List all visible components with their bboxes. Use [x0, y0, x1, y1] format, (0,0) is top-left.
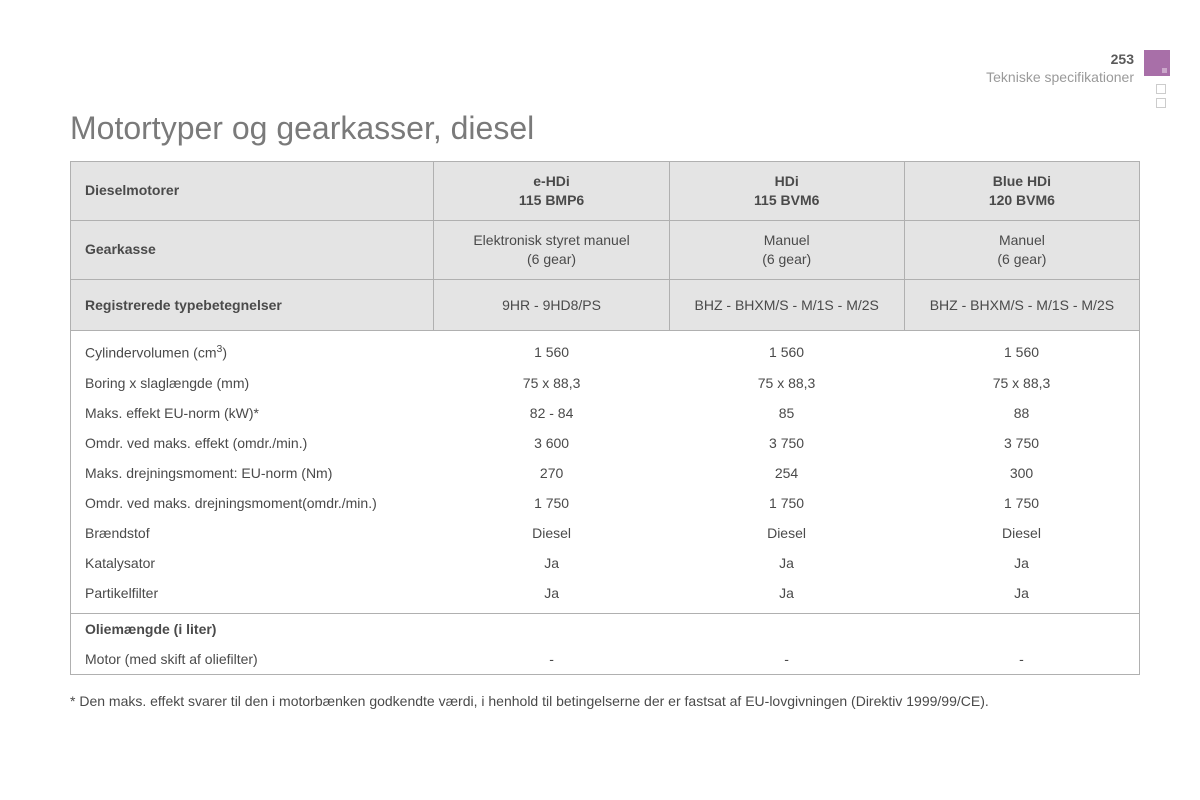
spec-row-value: 82 - 84	[434, 398, 669, 428]
spec-row: BrændstofDieselDieselDiesel	[71, 518, 1139, 548]
spec-row-value: 1 560	[904, 331, 1139, 368]
spec-row: Boring x slaglængde (mm)75 x 88,375 x 88…	[71, 368, 1139, 398]
header-cell: Manuel (6 gear)	[669, 220, 904, 279]
spec-table: Dieselmotorer e-HDi 115 BMP6 HDi 115 BVM…	[70, 161, 1140, 675]
spec-row-value: 1 560	[669, 331, 904, 368]
page-header-text: 253 Tekniske specifikationer	[986, 50, 1134, 86]
spec-row-label: Katalysator	[71, 548, 434, 578]
spec-row: Maks. drejningsmoment: EU-norm (Nm)27025…	[71, 458, 1139, 488]
spec-row-value: Ja	[434, 578, 669, 613]
header-cell: BHZ - BHXM/S - M/1S - M/2S	[669, 279, 904, 331]
nav-square-icon	[1156, 84, 1166, 94]
empty-cell	[434, 614, 669, 644]
spec-row-value: 75 x 88,3	[434, 368, 669, 398]
spec-row-label: Maks. effekt EU-norm (kW)*	[71, 398, 434, 428]
spec-row-label: Maks. drejningsmoment: EU-norm (Nm)	[71, 458, 434, 488]
spec-row-label: Omdr. ved maks. effekt (omdr./min.)	[71, 428, 434, 458]
empty-cell	[669, 614, 904, 644]
header-cell: BHZ - BHXM/S - M/1S - M/2S	[904, 279, 1139, 331]
spec-row-label: Brændstof	[71, 518, 434, 548]
header-cell: Elektronisk styret manuel (6 gear)	[434, 220, 669, 279]
spec-row-value: 1 750	[669, 488, 904, 518]
header-label: Dieselmotorer	[71, 162, 434, 221]
nav-squares	[1156, 84, 1166, 108]
header-row-gearbox: Gearkasse Elektronisk styret manuel (6 g…	[71, 220, 1140, 279]
spec-inner-table: Cylindervolumen (cm3)1 5601 5601 560Bori…	[71, 331, 1139, 613]
oil-row-value: -	[669, 644, 904, 674]
spec-row-value: 300	[904, 458, 1139, 488]
spec-row-value: Ja	[904, 548, 1139, 578]
empty-cell	[904, 614, 1139, 644]
spec-row: Maks. effekt EU-norm (kW)*82 - 848588	[71, 398, 1139, 428]
oil-inner-table: Oliemængde (i liter) Motor (med skift af…	[71, 614, 1139, 674]
spec-row-label: Cylindervolumen (cm3)	[71, 331, 434, 368]
content-area: Motortyper og gearkasser, diesel Dieselm…	[0, 0, 1200, 709]
spec-row-value: 1 750	[904, 488, 1139, 518]
spec-row-label: Boring x slaglængde (mm)	[71, 368, 434, 398]
spec-row-value: 75 x 88,3	[669, 368, 904, 398]
spec-row: KatalysatorJaJaJa	[71, 548, 1139, 578]
header-row-type: Registrerede typebetegnelser 9HR - 9HD8/…	[71, 279, 1140, 331]
oil-row-value: -	[904, 644, 1139, 674]
spec-row-value: 3 600	[434, 428, 669, 458]
page-corner: 253 Tekniske specifikationer	[986, 50, 1170, 86]
spec-row-value: 270	[434, 458, 669, 488]
section-marker-icon	[1144, 50, 1170, 76]
spec-row: Omdr. ved maks. drejningsmoment(omdr./mi…	[71, 488, 1139, 518]
spec-row-value: 88	[904, 398, 1139, 428]
spec-row-value: 85	[669, 398, 904, 428]
spec-row-value: Ja	[669, 548, 904, 578]
spec-row-value: 1 750	[434, 488, 669, 518]
spec-row-value: Diesel	[669, 518, 904, 548]
header-label: Registrerede typebetegnelser	[71, 279, 434, 331]
header-row-engines: Dieselmotorer e-HDi 115 BMP6 HDi 115 BVM…	[71, 162, 1140, 221]
page-title: Motortyper og gearkasser, diesel	[70, 110, 1140, 147]
nav-square-icon	[1156, 98, 1166, 108]
header-cell: HDi 115 BVM6	[669, 162, 904, 221]
oil-row-value: -	[434, 644, 669, 674]
spec-row: Omdr. ved maks. effekt (omdr./min.)3 600…	[71, 428, 1139, 458]
oil-header-row: Oliemængde (i liter)	[71, 614, 1139, 644]
spec-row-value: Ja	[434, 548, 669, 578]
spec-row-value: 1 560	[434, 331, 669, 368]
spec-row-value: 3 750	[669, 428, 904, 458]
spec-row: Cylindervolumen (cm3)1 5601 5601 560	[71, 331, 1139, 368]
spec-row-value: Ja	[904, 578, 1139, 613]
spec-row-value: 254	[669, 458, 904, 488]
oil-section-label: Oliemængde (i liter)	[71, 614, 434, 644]
spec-block-row: Cylindervolumen (cm3)1 5601 5601 560Bori…	[71, 331, 1140, 614]
spec-row-value: Diesel	[434, 518, 669, 548]
header-label: Gearkasse	[71, 220, 434, 279]
footnote: * Den maks. effekt svarer til den i moto…	[70, 693, 1140, 709]
oil-row-label: Motor (med skift af oliefilter)	[71, 644, 434, 674]
spec-row-value: 75 x 88,3	[904, 368, 1139, 398]
page-section: Tekniske specifikationer	[986, 68, 1134, 86]
header-cell: 9HR - 9HD8/PS	[434, 279, 669, 331]
header-cell: e-HDi 115 BMP6	[434, 162, 669, 221]
page-number: 253	[986, 50, 1134, 68]
oil-section-row: Oliemængde (i liter) Motor (med skift af…	[71, 614, 1140, 675]
spec-row-label: Partikelfilter	[71, 578, 434, 613]
spec-row-value: Ja	[669, 578, 904, 613]
oil-row: Motor (med skift af oliefilter) - - -	[71, 644, 1139, 674]
header-cell: Manuel (6 gear)	[904, 220, 1139, 279]
spec-row-label: Omdr. ved maks. drejningsmoment(omdr./mi…	[71, 488, 434, 518]
spec-row: PartikelfilterJaJaJa	[71, 578, 1139, 613]
spec-row-value: Diesel	[904, 518, 1139, 548]
spec-row-value: 3 750	[904, 428, 1139, 458]
header-cell: Blue HDi 120 BVM6	[904, 162, 1139, 221]
